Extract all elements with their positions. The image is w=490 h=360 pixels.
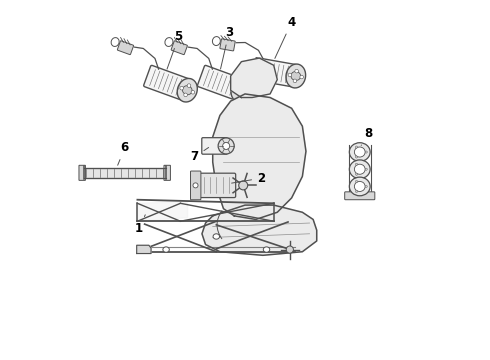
Ellipse shape: [355, 173, 358, 175]
FancyBboxPatch shape: [191, 171, 201, 200]
Polygon shape: [137, 202, 188, 221]
Text: 8: 8: [361, 127, 373, 145]
Ellipse shape: [180, 86, 183, 90]
Ellipse shape: [355, 156, 358, 158]
FancyBboxPatch shape: [171, 41, 187, 55]
FancyBboxPatch shape: [202, 138, 227, 154]
Ellipse shape: [165, 37, 173, 46]
Ellipse shape: [300, 75, 303, 79]
Ellipse shape: [231, 78, 251, 102]
Ellipse shape: [365, 185, 368, 188]
Ellipse shape: [354, 164, 365, 174]
Ellipse shape: [184, 93, 187, 96]
Bar: [84, 168, 166, 178]
Polygon shape: [213, 94, 306, 220]
Polygon shape: [231, 58, 277, 98]
Ellipse shape: [263, 247, 270, 252]
Ellipse shape: [286, 246, 294, 253]
FancyBboxPatch shape: [164, 165, 171, 180]
FancyBboxPatch shape: [252, 58, 299, 87]
FancyBboxPatch shape: [144, 66, 192, 101]
Ellipse shape: [355, 190, 358, 193]
Ellipse shape: [213, 234, 220, 239]
Ellipse shape: [222, 143, 230, 149]
Ellipse shape: [236, 86, 246, 95]
Ellipse shape: [349, 143, 370, 161]
Ellipse shape: [286, 64, 306, 88]
Ellipse shape: [234, 86, 237, 90]
Ellipse shape: [349, 160, 370, 179]
Polygon shape: [137, 245, 151, 253]
Ellipse shape: [177, 78, 197, 102]
Ellipse shape: [355, 163, 358, 165]
Ellipse shape: [182, 86, 192, 95]
Ellipse shape: [241, 84, 245, 87]
Ellipse shape: [212, 37, 220, 45]
Text: 3: 3: [220, 27, 233, 69]
Ellipse shape: [288, 73, 292, 77]
Ellipse shape: [193, 183, 198, 188]
Ellipse shape: [187, 84, 191, 87]
Ellipse shape: [218, 138, 234, 154]
FancyBboxPatch shape: [197, 173, 236, 198]
Ellipse shape: [245, 90, 248, 94]
Ellipse shape: [293, 79, 297, 83]
Ellipse shape: [191, 90, 195, 94]
Text: 1: 1: [135, 215, 145, 235]
FancyBboxPatch shape: [118, 41, 134, 55]
Ellipse shape: [354, 181, 365, 192]
Ellipse shape: [111, 37, 119, 46]
Text: 6: 6: [118, 141, 129, 165]
FancyBboxPatch shape: [220, 39, 235, 51]
Ellipse shape: [239, 181, 247, 190]
Ellipse shape: [291, 72, 301, 80]
Text: 7: 7: [191, 148, 209, 163]
FancyBboxPatch shape: [344, 192, 375, 200]
Ellipse shape: [238, 93, 241, 96]
Ellipse shape: [349, 177, 370, 196]
Ellipse shape: [365, 151, 368, 153]
Ellipse shape: [355, 180, 358, 183]
Polygon shape: [202, 205, 317, 255]
Ellipse shape: [295, 69, 298, 73]
Ellipse shape: [365, 168, 368, 170]
Ellipse shape: [163, 247, 170, 252]
Text: 2: 2: [232, 172, 265, 185]
Text: 4: 4: [275, 16, 296, 58]
FancyBboxPatch shape: [79, 165, 85, 180]
FancyBboxPatch shape: [197, 66, 246, 101]
Ellipse shape: [355, 146, 358, 148]
Ellipse shape: [354, 147, 365, 157]
Text: 5: 5: [167, 30, 183, 69]
